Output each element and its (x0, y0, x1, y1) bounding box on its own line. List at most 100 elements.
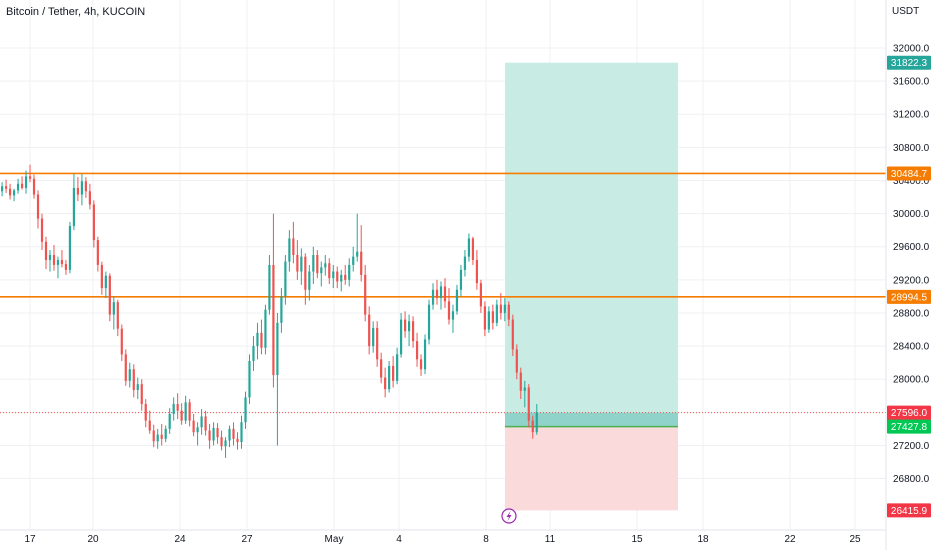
candle-body (419, 359, 423, 370)
candle-body (300, 256, 303, 272)
candle (364, 264, 367, 322)
candle (40, 213, 44, 251)
candle-body (415, 341, 419, 360)
candle-body (467, 238, 471, 257)
candle (519, 367, 522, 400)
candle (176, 393, 179, 419)
candle (368, 306, 371, 355)
candle (136, 377, 139, 400)
candle-body (180, 410, 183, 421)
candle-body (32, 178, 36, 195)
candle-body (332, 271, 335, 279)
candle-body (204, 416, 207, 431)
candle-body (475, 259, 479, 284)
candle-body (431, 289, 435, 305)
candle-body (200, 416, 203, 428)
candle-body (168, 413, 171, 429)
last-price-badge-text: 27596.0 (891, 408, 928, 419)
level-price-badge-text: 30484.7 (891, 169, 928, 180)
candle (36, 190, 40, 229)
candle (491, 304, 494, 330)
candle (272, 213, 275, 388)
candle (20, 176, 24, 190)
candle-body (515, 349, 518, 373)
candle (439, 281, 443, 310)
candle-body (68, 226, 72, 270)
candle-body (236, 438, 239, 443)
y-tick-label: 32000.0 (893, 44, 930, 55)
candle (184, 395, 187, 424)
candle (88, 183, 91, 210)
candle (108, 273, 111, 322)
candle (188, 399, 191, 427)
candle-body (324, 263, 327, 268)
candle-body (304, 256, 307, 290)
candle-body (328, 263, 331, 279)
candle-body (4, 186, 8, 189)
candle (487, 306, 490, 333)
candle-body (443, 286, 447, 302)
x-tick-label: 15 (631, 534, 643, 545)
candle (407, 314, 411, 347)
candle-body (164, 428, 167, 439)
candle-body (76, 187, 80, 195)
candle-body (108, 275, 111, 315)
candle-body (244, 397, 247, 423)
candle (264, 304, 267, 355)
candle (284, 255, 287, 305)
candle-body (208, 430, 211, 441)
candle-body (148, 420, 151, 431)
candle (296, 240, 299, 280)
x-tick-label: 18 (697, 534, 709, 545)
candle-body (144, 404, 147, 421)
candle (244, 391, 247, 429)
candle-body (336, 271, 339, 282)
candle-body (288, 238, 291, 262)
candle (60, 250, 64, 268)
candle-body (376, 327, 379, 360)
candle (356, 213, 359, 262)
candle (531, 415, 534, 439)
stop-price-badge-bg (887, 503, 931, 518)
candle (535, 404, 538, 435)
candle (1, 182, 4, 197)
candle (144, 399, 147, 428)
candle-body (140, 384, 143, 405)
candle-body (439, 286, 443, 299)
candle (332, 264, 335, 289)
candle (276, 312, 279, 446)
y-tick-label: 30800.0 (893, 143, 930, 154)
candle (204, 410, 207, 436)
candle (236, 432, 239, 450)
entry-price-badge: 27427.8 (887, 419, 931, 434)
candle (403, 311, 407, 338)
candle-body (188, 402, 191, 421)
candle (328, 258, 331, 284)
x-tick-label: 4 (396, 534, 402, 545)
candle-body (84, 181, 87, 192)
candle (308, 264, 311, 301)
candle-body (184, 402, 187, 421)
candle-body (471, 238, 475, 260)
candle (388, 360, 391, 393)
candle (152, 424, 155, 448)
candle-body (396, 354, 399, 381)
price-badges: 31822.330484.728994.527596.001:37:452742… (887, 55, 931, 518)
candle (64, 259, 68, 275)
candle-body (96, 240, 99, 265)
candle-body (52, 255, 56, 265)
candle (292, 221, 295, 264)
lightning-icon-bolt (506, 511, 512, 521)
stop-price-badge: 26415.9 (887, 503, 931, 518)
candle-body (264, 309, 267, 348)
candle (463, 250, 467, 277)
candle-body (248, 360, 251, 398)
candle-body (12, 190, 16, 196)
level-price-badge: 28994.5 (887, 289, 931, 304)
candle (400, 312, 403, 358)
y-tick-label: 29600.0 (893, 242, 930, 253)
candle-body (352, 256, 355, 265)
x-tick-label: 27 (241, 534, 253, 545)
candle (8, 183, 12, 200)
